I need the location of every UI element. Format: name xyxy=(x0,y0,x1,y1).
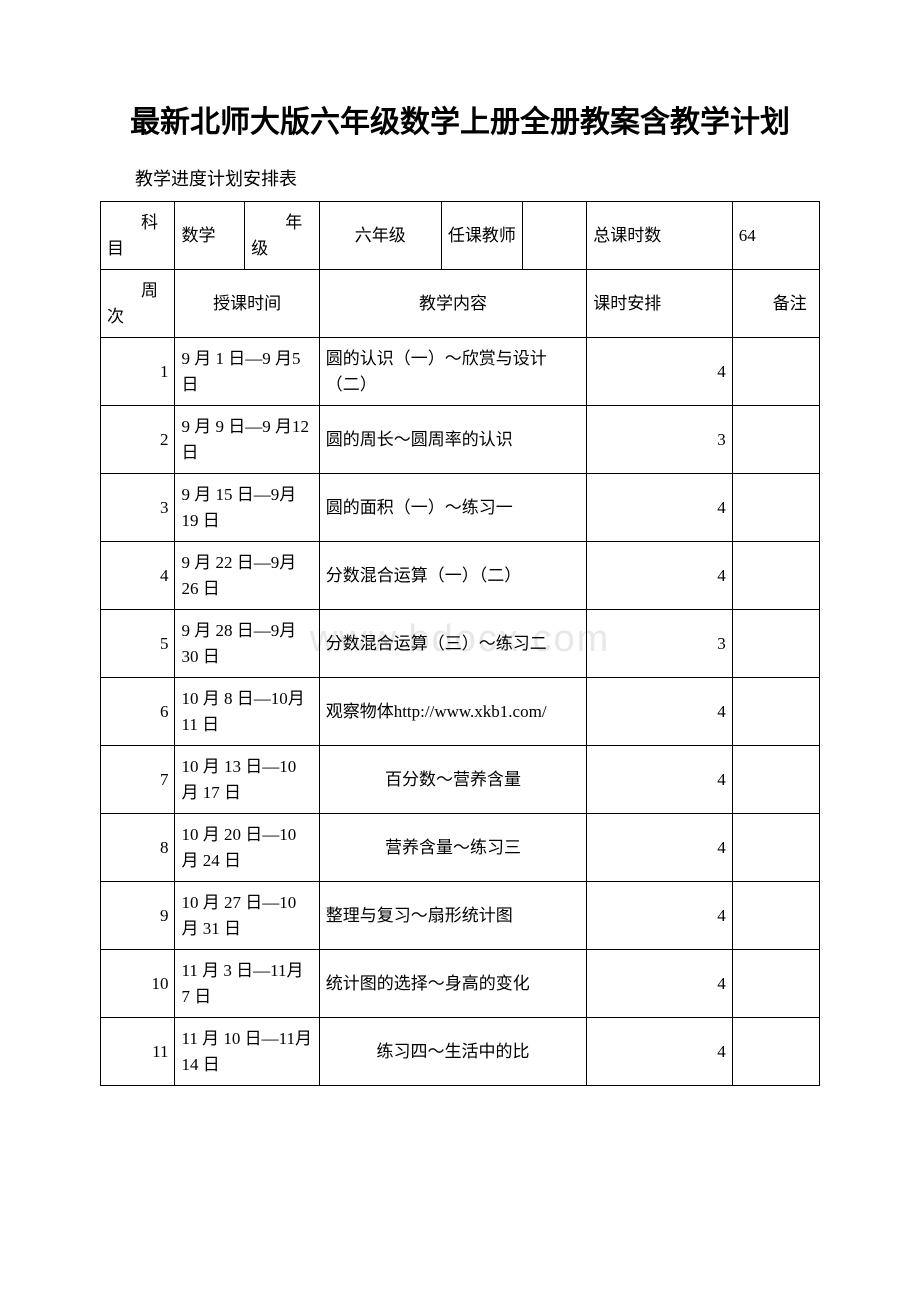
content-cell: 分数混合运算（三）～练习二 xyxy=(319,610,587,678)
subject-label: 科目 xyxy=(101,202,175,270)
subject-value: 数学 xyxy=(175,202,245,270)
table-row: 7 10 月 13 日—10月 17 日 百分数～营养含量 4 xyxy=(101,746,820,814)
week-cell: 3 xyxy=(101,474,175,542)
grade-value: 六年级 xyxy=(319,202,441,270)
hours-cell: 4 xyxy=(587,542,732,610)
time-cell: 9 月 15 日—9月 19 日 xyxy=(175,474,319,542)
hours-cell: 4 xyxy=(587,950,732,1018)
hours-cell: 4 xyxy=(587,338,732,406)
table-row: 10 11 月 3 日—11月 7 日 统计图的选择～身高的变化 4 xyxy=(101,950,820,1018)
week-cell: 5 xyxy=(101,610,175,678)
hours-cell: 4 xyxy=(587,678,732,746)
week-cell: 2 xyxy=(101,406,175,474)
content-cell: 营养含量～练习三 xyxy=(319,814,587,882)
content-cell: 圆的面积（一）～练习一 xyxy=(319,474,587,542)
note-cell xyxy=(732,610,819,678)
total-label: 总课时数 xyxy=(587,202,732,270)
subtitle-text: 教学进度计划安排表 xyxy=(100,165,820,191)
week-cell: 6 xyxy=(101,678,175,746)
hours-cell: 4 xyxy=(587,746,732,814)
note-cell xyxy=(732,542,819,610)
week-cell: 9 xyxy=(101,882,175,950)
document-title: 最新北师大版六年级数学上册全册教案含教学计划 xyxy=(100,100,820,145)
note-cell xyxy=(732,678,819,746)
col-time: 授课时间 xyxy=(175,270,319,338)
week-cell: 4 xyxy=(101,542,175,610)
note-cell xyxy=(732,1018,819,1086)
hours-cell: 4 xyxy=(587,474,732,542)
table-row: 8 10 月 20 日—10月 24 日 营养含量～练习三 4 xyxy=(101,814,820,882)
note-cell xyxy=(732,338,819,406)
content-cell: 圆的周长～圆周率的认识 xyxy=(319,406,587,474)
column-header-row: 周次 授课时间 教学内容 课时安排 备注 xyxy=(101,270,820,338)
content-cell: 观察物体http://www.xkb1.com/ xyxy=(319,678,587,746)
info-row: 科目 数学 年级 六年级 任课教师 总课时数 64 xyxy=(101,202,820,270)
teacher-label: 任课教师 xyxy=(441,202,522,270)
col-hours: 课时安排 xyxy=(587,270,732,338)
col-content: 教学内容 xyxy=(319,270,587,338)
note-cell xyxy=(732,474,819,542)
table-row: 11 11 月 10 日—11月 14 日 练习四～生活中的比 4 xyxy=(101,1018,820,1086)
hours-cell: 4 xyxy=(587,814,732,882)
schedule-table: 科目 数学 年级 六年级 任课教师 总课时数 64 周次 授课时间 教学内容 课… xyxy=(100,201,820,1086)
note-cell xyxy=(732,406,819,474)
time-cell: 11 月 3 日—11月 7 日 xyxy=(175,950,319,1018)
grade-label: 年级 xyxy=(245,202,319,270)
note-cell xyxy=(732,882,819,950)
time-cell: 9 月 28 日—9月 30 日 xyxy=(175,610,319,678)
hours-cell: 3 xyxy=(587,610,732,678)
note-cell xyxy=(732,746,819,814)
table-row: 2 9 月 9 日—9 月12 日 圆的周长～圆周率的认识 3 xyxy=(101,406,820,474)
time-cell: 9 月 9 日—9 月12 日 xyxy=(175,406,319,474)
hours-cell: 4 xyxy=(587,882,732,950)
time-cell: 10 月 8 日—10月 11 日 xyxy=(175,678,319,746)
time-cell: 9 月 1 日—9 月5 日 xyxy=(175,338,319,406)
week-cell: 8 xyxy=(101,814,175,882)
time-cell: 10 月 27 日—10月 31 日 xyxy=(175,882,319,950)
week-cell: 7 xyxy=(101,746,175,814)
table-row: 1 9 月 1 日—9 月5 日 圆的认识（一）～欣赏与设计（二） 4 xyxy=(101,338,820,406)
content-cell: 分数混合运算（一）（二） xyxy=(319,542,587,610)
note-cell xyxy=(732,950,819,1018)
content-cell: 整理与复习～扇形统计图 xyxy=(319,882,587,950)
time-cell: 11 月 10 日—11月 14 日 xyxy=(175,1018,319,1086)
week-cell: 11 xyxy=(101,1018,175,1086)
content-cell: 练习四～生活中的比 xyxy=(319,1018,587,1086)
hours-cell: 3 xyxy=(587,406,732,474)
content-cell: 百分数～营养含量 xyxy=(319,746,587,814)
week-cell: 10 xyxy=(101,950,175,1018)
table-row: 4 9 月 22 日—9月 26 日 分数混合运算（一）（二） 4 xyxy=(101,542,820,610)
col-week: 周次 xyxy=(101,270,175,338)
teacher-value xyxy=(523,202,587,270)
table-row: 3 9 月 15 日—9月 19 日 圆的面积（一）～练习一 4 xyxy=(101,474,820,542)
table-row: 5 9 月 28 日—9月 30 日 分数混合运算（三）～练习二 3 xyxy=(101,610,820,678)
col-note: 备注 xyxy=(732,270,819,338)
note-cell xyxy=(732,814,819,882)
content-cell: 圆的认识（一）～欣赏与设计（二） xyxy=(319,338,587,406)
time-cell: 10 月 20 日—10月 24 日 xyxy=(175,814,319,882)
week-cell: 1 xyxy=(101,338,175,406)
time-cell: 10 月 13 日—10月 17 日 xyxy=(175,746,319,814)
hours-cell: 4 xyxy=(587,1018,732,1086)
content-cell: 统计图的选择～身高的变化 xyxy=(319,950,587,1018)
table-row: 9 10 月 27 日—10月 31 日 整理与复习～扇形统计图 4 xyxy=(101,882,820,950)
table-row: 6 10 月 8 日—10月 11 日 观察物体http://www.xkb1.… xyxy=(101,678,820,746)
total-value: 64 xyxy=(732,202,819,270)
time-cell: 9 月 22 日—9月 26 日 xyxy=(175,542,319,610)
document-content: 最新北师大版六年级数学上册全册教案含教学计划 教学进度计划安排表 科目 数学 年… xyxy=(100,100,820,1086)
